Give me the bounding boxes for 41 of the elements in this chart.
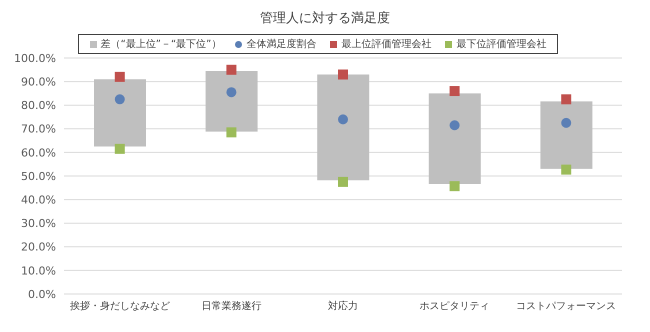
point <box>114 144 125 154</box>
point <box>561 118 572 128</box>
bar <box>428 93 481 184</box>
y-tick-label: 80.0% <box>21 99 56 112</box>
point <box>561 164 572 175</box>
legend-label: 最上位評価管理会社 <box>340 38 432 51</box>
y-tick-label: 70.0% <box>21 122 56 136</box>
chart-title: 管理人に対する満足度 <box>259 10 391 28</box>
x-tick-label: ホスピタリティ <box>420 301 490 312</box>
point <box>114 94 125 104</box>
legend-label: 全体満足度割合 <box>245 38 316 51</box>
y-tick-label: 30.0% <box>21 217 56 230</box>
x-tick-label: コストパフォーマンス <box>516 301 616 312</box>
point <box>561 94 572 104</box>
bar <box>317 74 370 180</box>
point <box>450 120 460 130</box>
x-tick-label: 挨拶・身だしなみなど <box>70 300 170 312</box>
bar <box>540 101 592 169</box>
point <box>338 176 348 187</box>
legend-label: 最下位評価管理会社 <box>455 38 546 51</box>
legend-label: 差（“最上位”－“最下位”） <box>100 38 222 51</box>
y-tick-label: 0.0% <box>28 288 56 301</box>
point <box>226 64 236 75</box>
bar <box>94 79 146 146</box>
x-tick-label: 対応力 <box>328 300 358 312</box>
y-tick-label: 40.0% <box>21 194 56 207</box>
point <box>226 127 236 138</box>
bar <box>206 70 258 132</box>
point <box>338 114 348 124</box>
y-tick-label: 90.0% <box>21 76 56 89</box>
point <box>450 181 460 192</box>
point <box>338 70 348 80</box>
y-tick-label: 10.0% <box>21 264 56 278</box>
x-tick-label: 日常業務遂行 <box>201 300 262 312</box>
point <box>450 86 460 96</box>
y-tick-label: 20.0% <box>21 240 56 254</box>
point <box>114 72 125 82</box>
point <box>226 87 236 98</box>
y-tick-label: 100.0% <box>14 52 56 65</box>
y-tick-label: 50.0% <box>21 170 56 183</box>
y-tick-label: 60.0% <box>21 146 56 160</box>
